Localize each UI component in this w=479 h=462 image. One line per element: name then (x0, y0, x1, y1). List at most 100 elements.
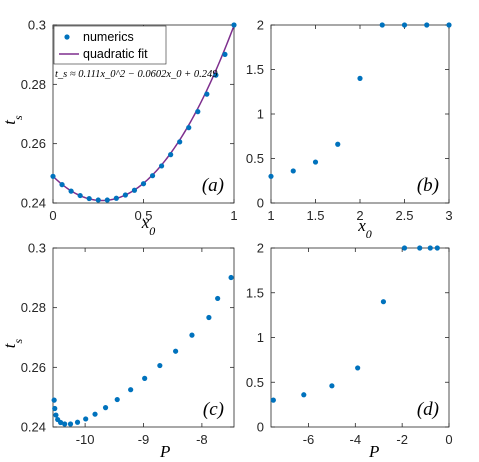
x-tick-label: -2 (396, 432, 408, 447)
x-tick-label: 2 (356, 208, 363, 223)
y-tick-label: 1.5 (246, 285, 264, 300)
x-axis-label: x0 (141, 213, 156, 238)
legend: numerics quadratic fit (53, 25, 167, 65)
x-tick-label: 0 (445, 432, 452, 447)
data-point (204, 91, 210, 97)
legend-marker-numerics (64, 34, 70, 40)
data-point (357, 75, 363, 81)
data-point (83, 416, 89, 422)
data-point (50, 173, 56, 179)
data-point (270, 397, 276, 403)
data-point (102, 405, 109, 411)
data-point (62, 421, 68, 427)
data-point (434, 245, 440, 251)
data-point (268, 173, 274, 179)
data-point (67, 421, 74, 427)
panel-label: (b) (417, 175, 439, 196)
data-point (59, 182, 65, 188)
data-point (446, 22, 452, 28)
x-tick-label: -6 (303, 432, 315, 447)
data-point (128, 387, 134, 393)
data-point (131, 187, 138, 193)
y-tick-label: 0.24 (21, 196, 46, 211)
x-axis-label: P (159, 442, 170, 461)
data-point (173, 348, 179, 354)
y-axis-label-main: t (0, 342, 19, 348)
x-axis-label: P (368, 442, 379, 461)
x-axis-label: x0 (357, 216, 372, 241)
y-tick-label: 0.28 (21, 300, 46, 315)
data-point (95, 197, 101, 203)
data-point (290, 168, 296, 174)
x-axis-label-sub: 0 (149, 224, 155, 238)
x-axis-label-main: x (141, 213, 150, 232)
x-axis-label-sub: 0 (366, 227, 372, 241)
data-point (51, 397, 57, 403)
data-point (189, 332, 195, 338)
x-tick-label: 1 (230, 208, 237, 223)
y-tick-label: 2 (257, 18, 264, 33)
data-point (206, 314, 212, 321)
panel-d: -6 -4 -2 0 0 0.5 1 1.5 2 P (d) (246, 241, 453, 462)
data-point (380, 299, 387, 305)
legend-label-fit: quadratic fit (83, 47, 148, 61)
data-point (301, 392, 307, 398)
panel-label: (d) (417, 399, 439, 420)
y-tick-label: 1 (257, 107, 264, 122)
y-tick-label: 0 (257, 196, 264, 211)
x-tick-label: -8 (196, 432, 208, 447)
data-point (149, 173, 156, 179)
data-point (57, 419, 64, 426)
data-point (142, 375, 148, 381)
data-point (312, 159, 319, 165)
data-point (222, 51, 228, 57)
data-point (53, 412, 59, 418)
legend-box (53, 25, 167, 65)
data-point (68, 188, 74, 194)
data-point (424, 22, 430, 28)
data-point (355, 365, 361, 371)
data-point (114, 396, 120, 403)
y-axis-label-sub: s (11, 338, 25, 343)
legend-label-numerics: numerics (83, 30, 134, 44)
y-tick-label: 0 (257, 420, 264, 435)
data-point (215, 295, 221, 302)
data-point (74, 419, 81, 425)
y-tick-label: 0.5 (246, 151, 264, 166)
data-point (335, 141, 341, 147)
data-point (401, 245, 408, 251)
data-point (427, 245, 433, 251)
panel-label: (c) (203, 399, 224, 420)
data-point (228, 274, 234, 281)
data-point (186, 125, 192, 131)
panel-label: (a) (202, 175, 224, 196)
x-tick-label: 1 (267, 208, 274, 223)
y-tick-label: 1 (257, 330, 264, 345)
data-point (77, 192, 83, 199)
x-axis-label-main: P (368, 442, 379, 461)
fit-equation: t_s ≈ 0.111x_0^2 − 0.0602x_0 + 0.249 (55, 69, 218, 80)
x-axis-label-main: P (159, 442, 170, 461)
data-point (86, 195, 92, 202)
x-tick-label: -10 (76, 432, 95, 447)
y-axis-label-sub: s (11, 115, 25, 120)
data-point (213, 72, 219, 78)
y-tick-label: 2 (257, 241, 264, 256)
y-tick-label: 0.3 (28, 18, 46, 33)
panel-c: -10 -9 -8 0.24 0.26 0.28 0.3 Pts (c) (0, 241, 235, 461)
data-point (195, 109, 201, 115)
data-point (159, 163, 165, 169)
x-tick-label: 3 (445, 208, 452, 223)
y-tick-label: 0.5 (246, 375, 264, 390)
y-tick-label: 0.24 (21, 420, 46, 435)
data-point (231, 22, 237, 28)
y-tick-label: 0.3 (28, 241, 46, 256)
data-point (140, 181, 147, 187)
data-point (52, 405, 58, 412)
x-tick-label: -9 (138, 432, 150, 447)
data-point (122, 192, 128, 198)
data-point (329, 383, 335, 389)
x-tick-label: -4 (350, 432, 362, 447)
